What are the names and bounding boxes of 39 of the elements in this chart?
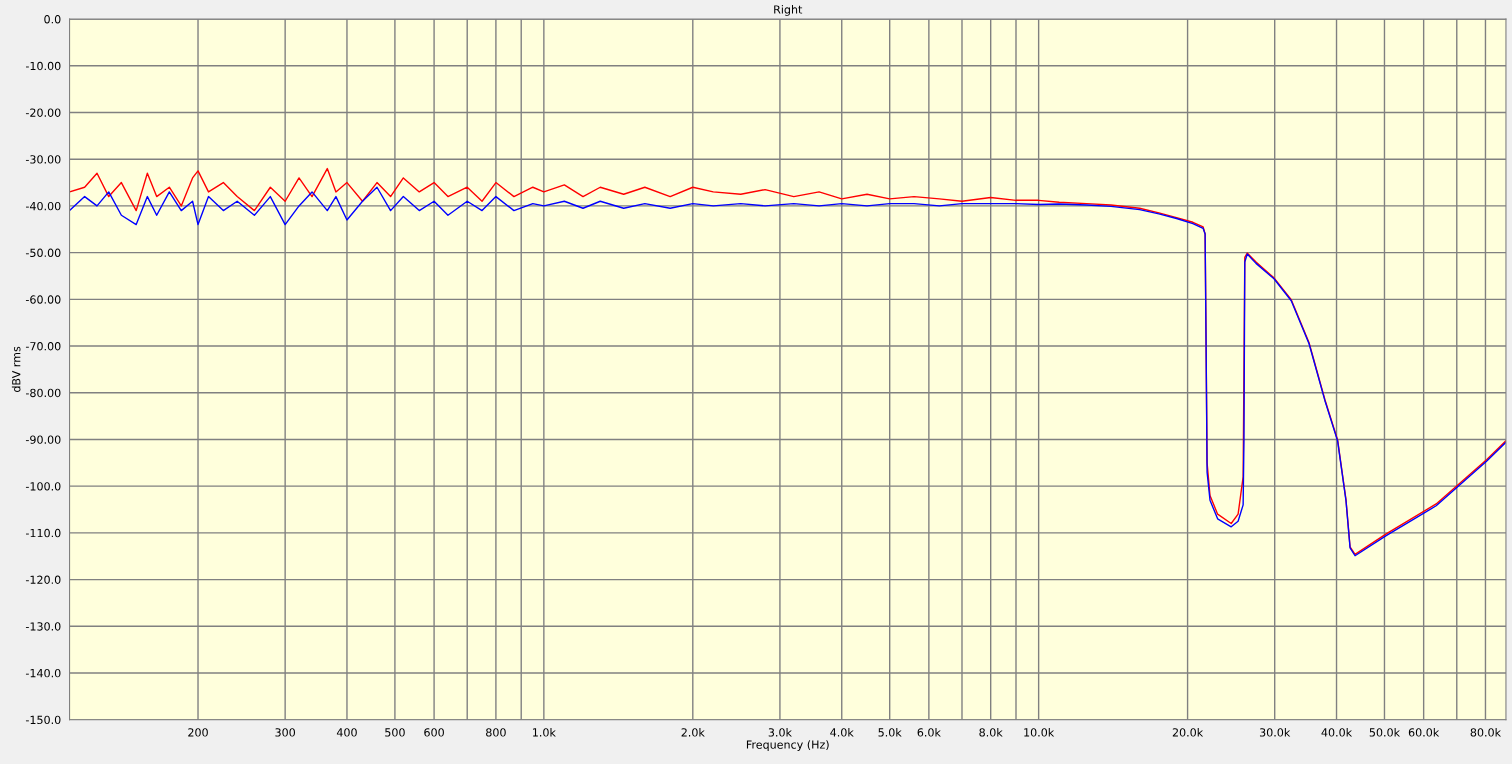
x-tick-label: 50.0k [1369,728,1401,737]
x-tick-label: 2.0k [681,728,705,737]
x-tick-label: 5.0k [878,728,902,737]
y-tick-label: -40.00 [25,201,61,211]
y-tick-label: -50.00 [25,248,61,258]
x-tick-label: 6.0k [917,728,941,737]
x-tick-label: 600 [424,728,444,737]
x-tick-label: 200 [188,728,208,737]
x-tick-label: 4.0k [830,728,854,737]
x-tick-label: 400 [336,728,357,737]
y-tick-label: -110.0 [25,528,61,538]
x-tick-label: 60.0k [1408,728,1440,737]
y-tick-label: -60.00 [25,295,61,304]
y-tick-label: -30.00 [25,155,61,164]
x-tick-label: 800 [486,728,506,737]
y-tick-label: -120.0 [25,575,61,584]
y-tick-label: -80.00 [25,388,61,398]
chart-title: Right [774,5,803,16]
x-tick-label: 20.0k [1172,728,1204,737]
y-tick-label: -20.00 [25,108,61,117]
x-tick-label: 10.0k [1024,728,1055,737]
x-tick-label: 80.0k [1470,728,1502,737]
y-tick-label: -100.0 [25,482,61,491]
x-tick-label: 300 [275,728,296,737]
x-tick-label: 500 [385,728,405,737]
y-tick-label: -150.0 [25,715,61,725]
x-tick-label: 3.0k [768,728,792,737]
y-tick-label: 0.0 [44,15,61,24]
y-tick-label: -140.0 [25,668,61,678]
y-tick-label: -130.0 [25,622,61,631]
x-tick-label: 40.0k [1321,728,1353,737]
y-tick-label: -10.00 [25,61,61,71]
x-tick-label: 8.0k [979,728,1003,737]
y-axis-title: dBV rms [11,346,21,392]
y-tick-label: -70.00 [25,342,61,351]
x-tick-label: 30.0k [1259,728,1291,737]
y-tick-label: -90.00 [25,435,61,444]
x-axis-title: Frequency (Hz) [746,740,829,751]
x-tick-label: 1.0k [533,728,556,737]
